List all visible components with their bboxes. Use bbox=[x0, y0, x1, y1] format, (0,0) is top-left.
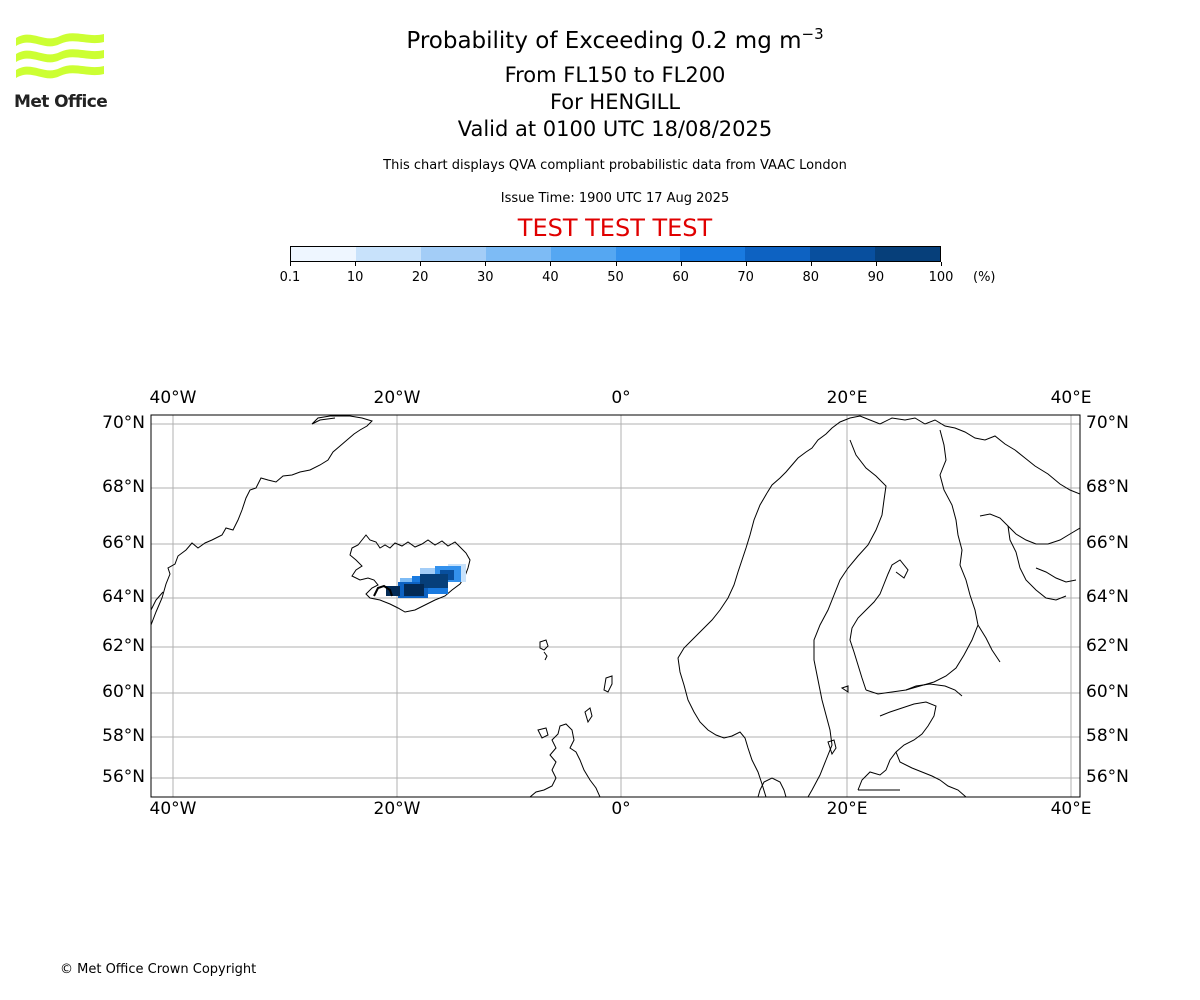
colorbar-segment bbox=[550, 247, 616, 261]
colorbar-tick-label: 0.1 bbox=[279, 270, 301, 285]
met-office-waves-icon bbox=[16, 33, 104, 79]
colorbar-segment bbox=[355, 247, 421, 261]
colorbar-tick bbox=[810, 262, 812, 266]
longitude-label-top: 40°W bbox=[149, 388, 197, 408]
chart-title: Probability of Exceeding 0.2 mg m−3 bbox=[0, 25, 1200, 55]
latitude-label-left: 58°N bbox=[102, 726, 145, 746]
colorbar-tick-label: 50 bbox=[607, 270, 624, 285]
latitude-label-right: 56°N bbox=[1086, 767, 1129, 787]
longitude-label-top: 40°E bbox=[1050, 388, 1092, 408]
longitude-label-top: 20°W bbox=[373, 388, 421, 408]
colorbar-tick-label: 60 bbox=[672, 270, 689, 285]
colorbar-tick bbox=[941, 262, 942, 266]
uk-coast bbox=[529, 707, 601, 797]
chart-description: This chart displays QVA compliant probab… bbox=[383, 158, 847, 173]
volcano-name: For HENGILL bbox=[549, 90, 681, 114]
flight-levels: From FL150 to FL200 bbox=[504, 63, 726, 87]
colorbar-tick bbox=[550, 262, 552, 266]
probability-colorbar bbox=[290, 246, 941, 262]
longitude-label-top: 0° bbox=[611, 388, 631, 408]
latitude-label-left: 56°N bbox=[102, 767, 145, 787]
colorbar-segment bbox=[485, 247, 551, 261]
colorbar-tick bbox=[745, 262, 747, 266]
issue-time: Issue Time: 1900 UTC 17 Aug 2025 bbox=[500, 191, 730, 206]
colorbar-tick-label: 10 bbox=[346, 270, 364, 285]
ash-plume bbox=[386, 564, 466, 598]
longitude-label-top: 20°E bbox=[826, 388, 868, 408]
longitude-label-bottom: 0° bbox=[611, 799, 631, 819]
colorbar-tick-label: 70 bbox=[737, 270, 754, 285]
colorbar-segment bbox=[745, 247, 811, 261]
colorbar-segment bbox=[680, 247, 746, 261]
latitude-label-left: 64°N bbox=[102, 587, 145, 607]
latitude-label-left: 68°N bbox=[102, 477, 145, 497]
colorbar-tick bbox=[355, 262, 357, 266]
colorbar-segment bbox=[420, 247, 486, 261]
colorbar-tick bbox=[875, 262, 877, 266]
title-exponent: −3 bbox=[801, 25, 824, 43]
met-office-logo: Met Office bbox=[14, 30, 108, 112]
title-prefix: Probability of Exceeding 0.2 mg m bbox=[406, 28, 802, 54]
colorbar-tick-label: 30 bbox=[477, 270, 494, 285]
latitude-label-left: 66°N bbox=[102, 533, 145, 553]
colorbar-tick bbox=[290, 262, 291, 266]
colorbar-tick-label: 20 bbox=[411, 270, 429, 285]
copyright-notice: © Met Office Crown Copyright bbox=[60, 962, 257, 977]
colorbar-tick bbox=[420, 262, 422, 266]
colorbar-segment bbox=[291, 247, 356, 261]
colorbar-tick-label: 80 bbox=[802, 270, 820, 285]
test-banner: TEST TEST TEST bbox=[517, 214, 713, 242]
longitude-label-bottom: 20°W bbox=[373, 799, 421, 819]
logo-text: Met Office bbox=[14, 92, 108, 112]
colorbar-segment bbox=[615, 247, 681, 261]
latitude-label-left: 62°N bbox=[102, 636, 145, 656]
colorbar-tick bbox=[680, 262, 682, 266]
latitude-label-right: 68°N bbox=[1086, 477, 1129, 497]
latitude-label-right: 64°N bbox=[1086, 587, 1129, 607]
colorbar-segment bbox=[875, 247, 941, 261]
greenland-coast bbox=[151, 415, 373, 626]
latitude-label-right: 60°N bbox=[1086, 682, 1129, 702]
colorbar-tick bbox=[615, 262, 617, 266]
valid-time: Valid at 0100 UTC 18/08/2025 bbox=[457, 117, 773, 141]
map-frame bbox=[150, 414, 1081, 798]
scandinavia-coast bbox=[766, 415, 1080, 495]
latitude-label-left: 70°N bbox=[102, 413, 145, 433]
volcano-marker-icon bbox=[373, 584, 393, 597]
colorbar-tick-label: 90 bbox=[867, 270, 885, 285]
colorbar-tick-label: 40 bbox=[542, 270, 559, 285]
longitude-label-bottom: 20°E bbox=[826, 799, 868, 819]
coastlines bbox=[151, 415, 1080, 797]
colorbar-segment bbox=[810, 247, 876, 261]
latitude-label-right: 66°N bbox=[1086, 533, 1129, 553]
colorbar-unit: (%) bbox=[973, 270, 996, 285]
longitude-label-bottom: 40°W bbox=[149, 799, 197, 819]
latitude-label-right: 70°N bbox=[1086, 413, 1129, 433]
longitude-label-bottom: 40°E bbox=[1050, 799, 1092, 819]
colorbar-tick bbox=[485, 262, 487, 266]
latitude-label-right: 58°N bbox=[1086, 726, 1129, 746]
latitude-label-right: 62°N bbox=[1086, 636, 1129, 656]
latitude-label-left: 60°N bbox=[102, 682, 145, 702]
colorbar-tick-label: 100 bbox=[928, 270, 954, 285]
